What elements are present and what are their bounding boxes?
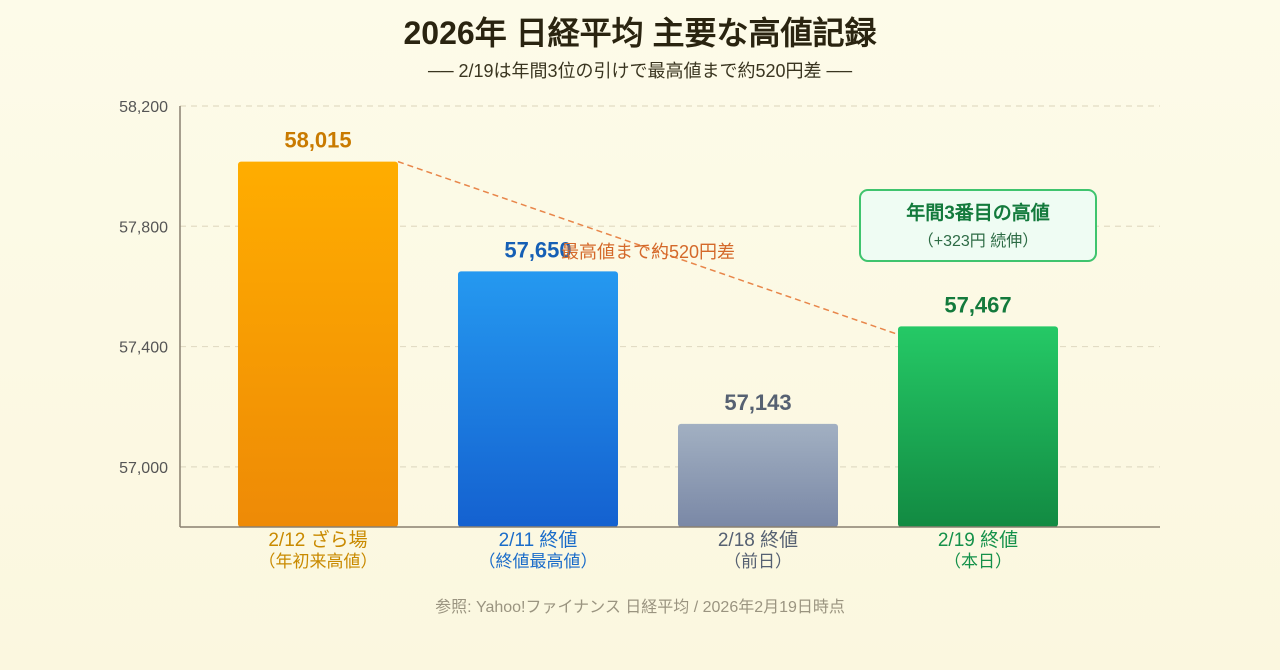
- category-label: 2/12 ざら場: [268, 528, 367, 551]
- chart-title: 2026年 日経平均 主要な高値記録: [404, 15, 878, 51]
- y-tick-label: 58,200: [119, 99, 168, 116]
- gap-annotation: 最高値まで約520円差: [561, 242, 735, 262]
- bar: [458, 271, 618, 527]
- chart-subtitle: ── 2/19は年間3位の引けで最高値まで約520円差 ──: [427, 61, 852, 81]
- source-note: 参照: Yahoo!ファイナンス 日経平均 / 2026年2月19日時点: [435, 598, 845, 616]
- bar: [238, 161, 398, 527]
- bar-value-label: 57,143: [724, 390, 791, 415]
- y-tick-label: 57,400: [119, 340, 168, 357]
- callout-box: [859, 189, 1097, 262]
- category-label: 2/19 終値: [938, 529, 1018, 551]
- category-sublabel: （年初来高値）: [259, 552, 378, 571]
- callout-detail: （+323円 続伸）: [918, 232, 1039, 250]
- bar: [678, 423, 838, 527]
- category-sublabel: （本日）: [944, 552, 1012, 571]
- category-sublabel: （終値最高値）: [479, 552, 598, 571]
- y-tick-label: 57,800: [119, 219, 168, 236]
- bar-value-label: 58,015: [284, 128, 351, 153]
- y-tick-label: 57,000: [119, 460, 168, 477]
- bar-value-label: 57,650: [504, 237, 571, 262]
- gap-line: [397, 160, 899, 336]
- category-label: 2/18 終値: [718, 529, 798, 551]
- bar-value-label: 57,467: [944, 292, 1011, 317]
- bar: [898, 326, 1058, 527]
- callout-title: 年間3番目の高値: [906, 201, 1050, 224]
- category-sublabel: （前日）: [724, 552, 792, 571]
- category-label: 2/11 終値: [499, 529, 578, 551]
